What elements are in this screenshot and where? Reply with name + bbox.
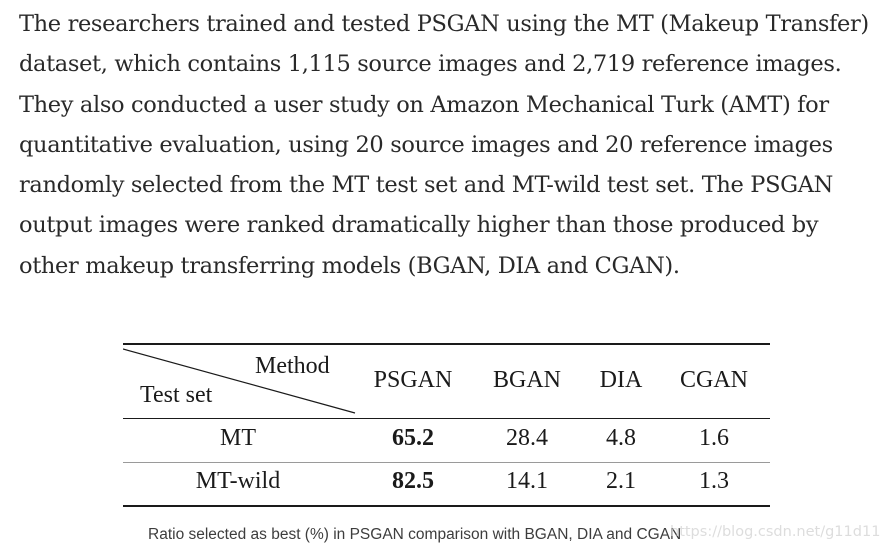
table-top-rule bbox=[123, 343, 770, 345]
cell-mt-psgan: 65.2 bbox=[392, 425, 434, 451]
column-header-cgan: CGAN bbox=[679, 367, 749, 393]
paragraph-line: randomly selected from the MT test set a… bbox=[19, 172, 834, 199]
header-diagonal-line bbox=[123, 348, 356, 414]
table-caption: Ratio selected as best (%) in PSGAN comp… bbox=[148, 526, 682, 543]
article-paragraph: The researchers trained and tested PSGAN… bbox=[19, 4, 869, 286]
table-bottom-rule bbox=[123, 505, 770, 507]
column-header-dia: DIA bbox=[599, 367, 643, 393]
cell-mt-wild-cgan: 1.3 bbox=[699, 468, 729, 494]
paragraph-line: The researchers trained and tested PSGAN… bbox=[19, 11, 869, 37]
cell-mt-dia: 4.8 bbox=[606, 425, 636, 451]
paragraph-line: quantitative evaluation, using 20 source… bbox=[19, 131, 833, 158]
table-row-divider bbox=[123, 462, 770, 463]
watermark-url: https://blog.csdn.net/g11d111 bbox=[670, 524, 881, 540]
paragraph-line: other makeup transferring models (BGAN, … bbox=[19, 252, 680, 279]
table-header-rule bbox=[123, 418, 770, 419]
paragraph-line: dataset, which contains 1,115 source ima… bbox=[19, 51, 842, 78]
row-label-mt: MT bbox=[220, 425, 256, 451]
header-test-set-label: Test set bbox=[140, 382, 213, 408]
cell-mt-wild-dia: 2.1 bbox=[606, 468, 636, 494]
cell-mt-wild-psgan: 82.5 bbox=[392, 468, 434, 494]
column-header-psgan: PSGAN bbox=[373, 367, 453, 393]
row-label-mt-wild: MT-wild bbox=[195, 468, 281, 494]
column-header-bgan: BGAN bbox=[492, 367, 562, 393]
paragraph-line: They also conducted a user study on Amaz… bbox=[19, 91, 829, 118]
cell-mt-bgan: 28.4 bbox=[506, 425, 548, 451]
cell-mt-cgan: 1.6 bbox=[699, 425, 729, 451]
header-method-label: Method bbox=[255, 353, 330, 379]
cell-mt-wild-bgan: 14.1 bbox=[506, 468, 548, 494]
paragraph-line: output images were ranked dramatically h… bbox=[19, 212, 819, 239]
